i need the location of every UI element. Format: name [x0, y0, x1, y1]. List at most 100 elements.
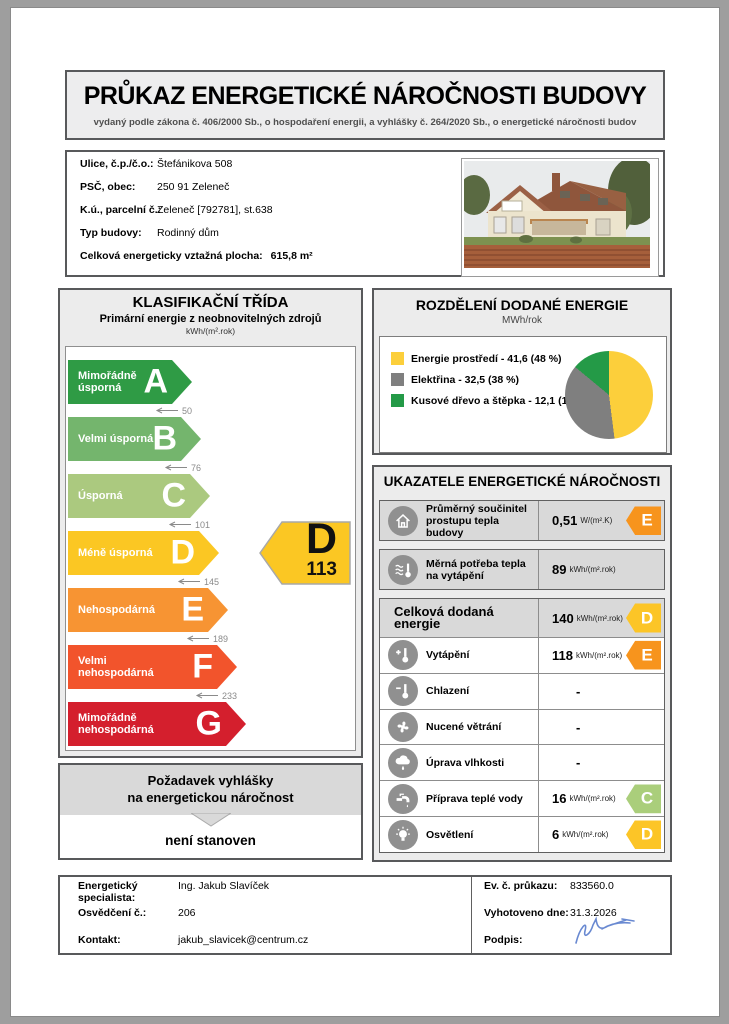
class-label: Velmi nehospodárná	[78, 655, 154, 679]
threshold-value: 76	[190, 462, 201, 473]
indicator-value: 6	[552, 827, 560, 843]
class-letter: B	[152, 419, 177, 458]
house-icon	[388, 505, 418, 536]
threshold-mark: 50	[68, 404, 192, 417]
class-arrow-b: Velmi úsporná B	[68, 417, 201, 461]
indicators-title: UKAZATELE ENERGETICKÉ NÁROČNOSTI	[383, 474, 661, 489]
indicator-label: Celková dodaná energie	[394, 604, 494, 631]
field-label: Energetický specialista:	[78, 880, 138, 904]
page-title: PRŮKAZ ENERGETICKÉ NÁROČNOSTI BUDOVY	[83, 82, 647, 110]
field-value: 31.3.2026	[570, 907, 617, 919]
threshold-mark: 101	[68, 518, 210, 531]
legend-label: Kusové dřevo a štěpka - 12,1 (14 %)	[411, 394, 589, 407]
page-subtitle: vydaný podle zákona č. 406/2000 Sb., o h…	[93, 117, 637, 128]
indicator-value: -	[576, 719, 581, 735]
class-label: Mimořádně nehospodárná	[78, 712, 154, 736]
threshold-mark: 233	[68, 689, 237, 702]
field-value: 833560.0	[570, 880, 614, 892]
indicator-row: Osvětlení 6 kWh/(m².rok) D	[380, 816, 664, 852]
pie-chart	[565, 351, 653, 439]
footer-row: Osvědčení č.: 206	[60, 904, 471, 931]
indicator-value: 89	[552, 562, 567, 577]
threshold-value: 101	[194, 519, 210, 530]
building-info-box: Ulice, č.p./č.o.: Štefánikova 508 PSČ, ob…	[65, 150, 665, 277]
class-arrow-c: Úsporná C	[68, 474, 210, 518]
title-box: PRŮKAZ ENERGETICKÉ NÁROČNOSTI BUDOVY vyd…	[65, 70, 665, 140]
class-letter: G	[195, 704, 222, 743]
fan-icon	[388, 712, 418, 743]
indicator-value: 0,51	[552, 513, 578, 528]
indicator-unit: kWh/(m².rok)	[575, 650, 623, 660]
class-label: Mimořádně úsporná	[78, 370, 137, 394]
legend-swatch	[391, 394, 404, 407]
threshold-mark: 145	[68, 575, 219, 588]
energy-distribution-box: ROZDĚLENÍ DODANÉ ENERGIE MWh/rok Energie…	[372, 288, 672, 455]
indicator-group: Celková dodaná energie 140 kWh/(m².rok) …	[379, 598, 665, 853]
class-letter: D	[170, 533, 195, 572]
class-arrow-f: Velmi nehospodárná F	[68, 645, 237, 689]
indicator-label: Úprava vlhkosti	[426, 756, 505, 769]
indicator-label: Průměrný součinitel prostupu tepla budov…	[426, 502, 527, 539]
indicator-row: Úprava vlhkosti -	[380, 744, 664, 781]
field-value: Zeleneč [792781], st.638	[157, 204, 273, 216]
class-label: Méně úsporná	[78, 547, 153, 559]
class-badge: D	[626, 820, 661, 850]
indicator-value: -	[576, 683, 581, 699]
rating-letter: D	[305, 515, 337, 563]
threshold-value: 233	[221, 690, 237, 701]
indicator-unit: kWh/(m².rok)	[569, 794, 616, 804]
field-value: 615,8 m²	[270, 250, 313, 262]
indicator-label: Měrná potřeba tepla na vytápění	[426, 557, 526, 582]
field-label: Typ budovy:	[80, 227, 142, 239]
classification-subtitle: Primární energie z neobnovitelných zdroj…	[99, 313, 322, 325]
class-letter: C	[161, 476, 186, 515]
legend-swatch	[391, 352, 404, 365]
specialist-box: Energetický specialista: Ing. Jakub Slaví…	[58, 875, 672, 955]
building-row: PSČ, obec: 250 91 Zeleneč	[80, 181, 470, 204]
field-value: jakub_slavicek@centrum.cz	[178, 934, 309, 946]
field-label: Osvědčení č.:	[78, 907, 147, 919]
indicator-row: Průměrný součinitel prostupu tepla budov…	[379, 500, 665, 541]
building-photo	[461, 158, 659, 277]
cooling-thermometer-minus-icon	[388, 676, 418, 707]
rating-value: 113	[306, 559, 337, 580]
field-value: Rodinný dům	[157, 227, 219, 239]
requirement-box: Požadavek vyhlášky na energetickou nároč…	[58, 763, 363, 860]
indicator-row: Nucené větrání -	[380, 708, 664, 745]
threshold-value: 50	[181, 405, 192, 416]
building-row: Typ budovy: Rodinný dům	[80, 227, 470, 250]
indicator-row: Měrná potřeba tepla na vytápění 89 kWh/(…	[379, 549, 665, 590]
field-label: Celková energeticky vztažná plocha:	[80, 250, 263, 262]
field-label: Ev. č. průkazu:	[484, 880, 558, 892]
field-label: PSČ, obec:	[80, 181, 136, 193]
classification-unit: kWh/(m².rok)	[185, 326, 236, 336]
footer-row: Vyhotoveno dne: 31.3.2026	[472, 904, 670, 931]
signature	[575, 916, 635, 944]
footer-row: Podpis:	[472, 931, 670, 958]
legend-item: Kusové dřevo a štěpka - 12,1 (14 %)	[391, 390, 589, 411]
indicator-value: 16	[552, 791, 567, 807]
indicator-label: Příprava teplé vody	[426, 792, 523, 805]
field-label: Ulice, č.p./č.o.:	[80, 158, 154, 170]
indicator-row: Chlazení -	[380, 672, 664, 709]
requirement-title-line2: na energetickou náročnost	[127, 790, 294, 805]
distribution-unit: MWh/rok	[502, 315, 542, 326]
indicator-label: Nucené větrání	[426, 721, 502, 734]
indicator-value: 140	[552, 610, 574, 626]
field-label: Vyhotoveno dne:	[484, 907, 569, 919]
indicator-label: Osvětlení	[426, 828, 474, 841]
legend-swatch	[391, 373, 404, 386]
building-row: Celková energeticky vztažná plocha: 615,8…	[80, 250, 470, 273]
class-label: Úsporná	[78, 490, 123, 502]
class-arrow-g: Mimořádně nehospodárná G	[68, 702, 246, 746]
chevron-down-icon	[190, 813, 231, 827]
footer-row: Kontakt: jakub_slavicek@centrum.cz	[60, 931, 471, 958]
threshold-value: 145	[203, 576, 219, 587]
indicators-box: UKAZATELE ENERGETICKÉ NÁROČNOSTI Průměrn…	[372, 465, 672, 862]
class-label: Nehospodárná	[78, 604, 156, 616]
class-letter: E	[181, 590, 204, 629]
field-value: 250 91 Zeleneč	[157, 181, 230, 193]
hot-water-tap-icon	[388, 783, 418, 814]
field-value: Štefánikova 508	[157, 158, 233, 170]
thermometer-waves-icon	[388, 554, 418, 585]
